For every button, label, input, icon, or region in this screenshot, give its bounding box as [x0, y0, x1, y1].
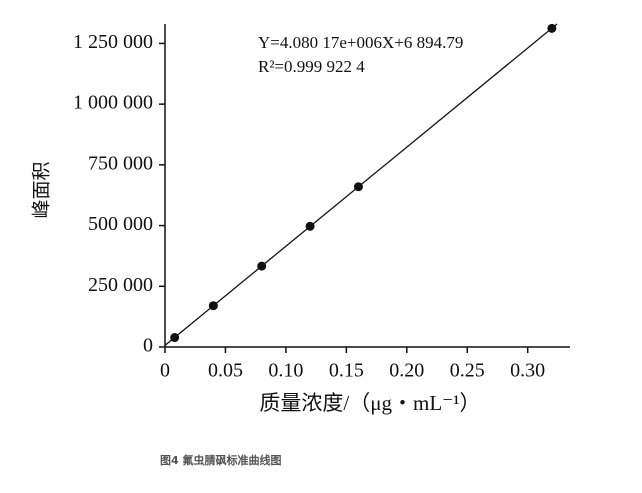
- data-point: [353, 182, 363, 192]
- x-tick-label: 0: [160, 360, 170, 382]
- y-axis-label: 峰面积: [31, 161, 53, 218]
- data-point: [305, 221, 315, 231]
- x-tick-label: 0.15: [329, 360, 364, 382]
- caption: 图4 氟虫腈砜标准曲线图: [160, 453, 281, 467]
- x-tick-label: 0.30: [510, 360, 545, 382]
- y-tick-label: 750 000: [88, 152, 153, 174]
- x-tick-label: 0.20: [389, 360, 424, 382]
- data-point: [547, 23, 557, 33]
- y-tick-label: 250 000: [88, 274, 153, 296]
- data-point: [257, 261, 267, 271]
- data-point: [208, 301, 218, 311]
- y-tick-label: 500 000: [88, 213, 153, 235]
- y-tick-label: 1 000 000: [73, 92, 153, 114]
- y-tick-label: 1 250 000: [73, 31, 153, 53]
- x-tick-label: 0.10: [268, 360, 303, 382]
- r-squared: R²=0.999 922 4: [258, 57, 365, 76]
- x-tick-label: 0.25: [450, 360, 485, 382]
- equation: Y=4.080 17e+006X+6 894.79: [258, 33, 463, 52]
- x-tick-label: 0.05: [208, 360, 243, 382]
- y-tick-label: 0: [143, 335, 153, 357]
- x-axis-label: 质量浓度/（μg・mL⁻¹）: [259, 391, 480, 415]
- data-point: [170, 333, 180, 343]
